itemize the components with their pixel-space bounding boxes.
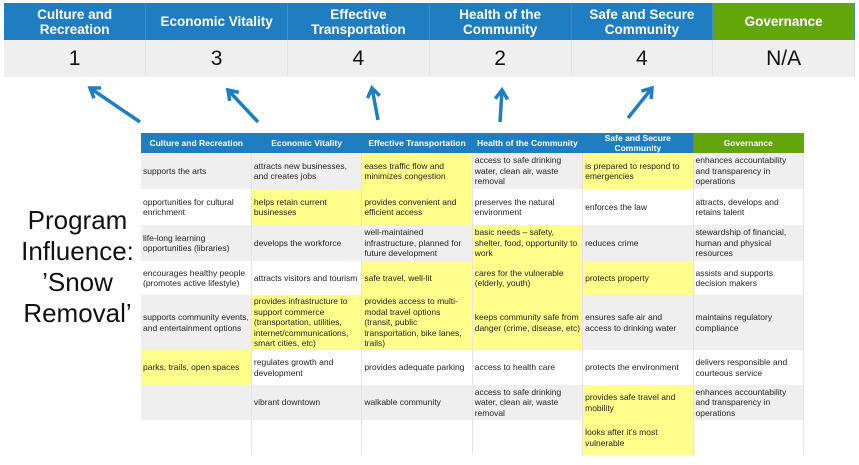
summary-header-safe-and-secure-community: Safe and Secure Community <box>571 3 714 40</box>
program-influence-label: Program Influence: ’Snow Removal’ <box>21 205 134 328</box>
highlighted-cell: helps retain current businesses <box>251 189 363 225</box>
highlighted-cell: provides convenient and efficient access <box>361 189 473 225</box>
table-cell: reduces crime <box>582 225 694 261</box>
table-cell: provides adequate parking <box>361 350 473 385</box>
table-row: life-long learning opportunities (librar… <box>141 225 805 261</box>
highlighted-cell: keeps community safe from danger (crime,… <box>472 295 584 350</box>
arrow-up-icon <box>626 85 654 120</box>
table-row: looks after it's most vulnerable <box>141 420 805 455</box>
table-cell <box>251 420 363 455</box>
table-cell <box>361 420 473 455</box>
table-cell: encourages healthy people (promotes acti… <box>141 261 252 295</box>
arrow-up-icon <box>225 87 260 124</box>
table-cell: enhances accountability and transparency… <box>693 385 805 420</box>
detail-header-health-of-the-community: Health of the Community <box>472 133 583 153</box>
table-cell: ensures safe air and access to drinking … <box>582 295 694 350</box>
summary-header-health-of-the-community: Health of the Community <box>429 3 572 40</box>
arrow-up-icon <box>365 84 382 121</box>
table-cell: assists and supports decision makers <box>693 261 805 295</box>
table-cell: vibrant downtown <box>251 385 363 420</box>
table-cell: life-long learning opportunities (librar… <box>141 225 252 261</box>
table-row: parks, trails, open spaces regulates grow… <box>141 350 805 385</box>
summary-table: Culture and Recreation Economic Vitality E… <box>4 3 855 77</box>
highlighted-cell: protects property <box>582 261 694 295</box>
table-row: supports the arts attracts new businesses… <box>141 153 805 189</box>
arrows <box>87 84 654 124</box>
detail-table: Culture and Recreation Economic Vitality E… <box>141 133 805 455</box>
table-cell: access to safe drinking water, clean air… <box>472 385 584 420</box>
summary-header-effective-transportation: Effective Transportation <box>287 3 430 40</box>
highlighted-cell: eases traffic flow and minimizes congest… <box>361 153 473 189</box>
summary-header-culture-and-recreation: Culture and Recreation <box>4 3 147 40</box>
detail-header-governance: Governance <box>693 133 804 153</box>
table-cell: preserves the natural environment <box>472 189 584 225</box>
table-cell: attracts visitors and tourism <box>251 261 363 295</box>
table-row: supports community events, and entertain… <box>141 295 805 350</box>
highlighted-cell: provides safe travel and mobility <box>582 385 694 420</box>
highlighted-cell: looks after it's most vulnerable <box>582 420 694 455</box>
highlighted-cell: provides access to multi-modal travel op… <box>361 295 473 350</box>
detail-header-culture-and-recreation: Culture and Recreation <box>141 133 252 153</box>
detail-header-economic-vitality: Economic Vitality <box>251 133 362 153</box>
summary-score-health-of-the-community: 2 <box>429 40 572 77</box>
table-cell: supports community events, and entertain… <box>141 295 252 350</box>
table-cell: well-maintained infrastructure, planned … <box>361 225 473 261</box>
table-row: vibrant downtown walkable community access… <box>141 385 805 420</box>
table-cell: attracts, develops and retains talent <box>693 189 805 225</box>
table-row: encourages healthy people (promotes acti… <box>141 261 805 295</box>
table-cell <box>141 385 252 420</box>
table-row: opportunities for cultural enrichment hel… <box>141 189 805 225</box>
highlighted-cell: is prepared to respond to emergencies <box>582 153 694 189</box>
arrow-up-icon <box>87 86 141 124</box>
table-cell: access to safe drinking water, clean air… <box>472 153 584 189</box>
table-cell: protects the environment <box>582 350 694 385</box>
table-cell: attracts new businesses, and creates job… <box>251 153 363 189</box>
summary-score-effective-transportation: 4 <box>287 40 430 77</box>
detail-header-effective-transportation: Effective Transportation <box>361 133 473 153</box>
summary-score-safe-and-secure-community: 4 <box>571 40 714 77</box>
summary-header-economic-vitality: Economic Vitality <box>145 3 288 40</box>
table-cell: develops the workforce <box>251 225 363 261</box>
table-cell: enhances accountability and transparency… <box>693 153 805 189</box>
table-cell: regulates growth and development <box>251 350 363 385</box>
highlighted-cell: parks, trails, open spaces <box>141 350 252 385</box>
summary-score-culture-and-recreation: 1 <box>4 40 147 77</box>
table-cell: access to health care <box>472 350 584 385</box>
table-cell: delivers responsible and courteous servi… <box>693 350 805 385</box>
table-cell: supports the arts <box>141 153 252 189</box>
highlighted-cell: provides infrastructure to support comme… <box>251 295 363 350</box>
table-cell: walkable community <box>361 385 473 420</box>
table-cell <box>472 420 584 455</box>
highlighted-cell: safe travel, well-lit <box>361 261 473 295</box>
table-cell <box>693 420 805 455</box>
detail-header-safe-and-secure-community: Safe and Secure Community <box>582 133 694 153</box>
summary-score-economic-vitality: 3 <box>145 40 288 77</box>
summary-header-governance: Governance <box>712 3 855 40</box>
table-cell <box>141 420 252 455</box>
table-cell: maintains regulatory compliance <box>693 295 805 350</box>
highlighted-cell: cares for the vulnerable (elderly, youth… <box>472 261 584 295</box>
table-cell: stewardship of financial, human and phys… <box>693 225 805 261</box>
highlighted-cell: basic needs – safety, shelter, food, opp… <box>472 225 584 261</box>
table-cell: opportunities for cultural enrichment <box>141 189 252 225</box>
summary-score-governance: N/A <box>712 40 855 77</box>
table-cell: enforces the law <box>582 189 694 225</box>
arrow-up-icon <box>493 86 510 123</box>
